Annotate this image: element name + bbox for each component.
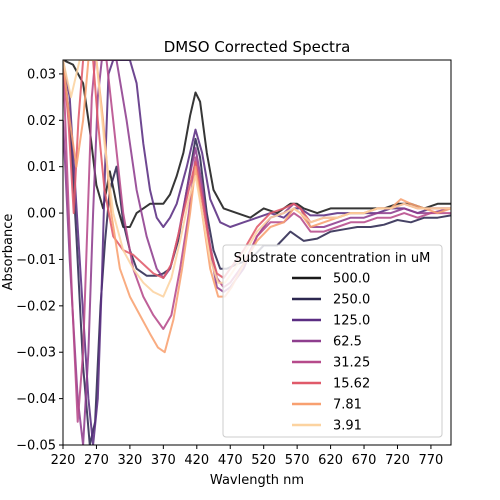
x-axis: 220 270 320 370 420 470 520 570 620 670 720 770 [51,445,444,468]
y-axis: −0.05 −0.04 −0.03 −0.02 −0.01 0.00 0.01 0.02 0.0… [16,67,63,454]
y-axis-label: Absorbance [1,214,16,291]
series-line-500.0 [63,60,451,228]
y-tick-label: 0.01 [27,160,56,175]
x-tick-label: 620 [318,453,343,468]
x-tick-label: 470 [218,453,243,468]
legend: Substrate concentration in uM 500.0 250.0… [222,244,443,438]
series-line-250.0 [63,60,451,445]
legend-label: 62.5 [333,335,362,350]
legend-title: Substrate concentration in uM [234,251,431,266]
x-tick-label: 270 [84,453,109,468]
legend-label: 31.25 [333,356,370,371]
x-tick-label: 770 [419,453,444,468]
legend-box [222,244,443,438]
legend-label: 125.0 [333,314,370,329]
legend-label: 500.0 [333,272,370,287]
y-tick-label: 0.03 [27,67,56,82]
x-tick-label: 220 [51,453,76,468]
y-tick-label: −0.04 [16,392,56,407]
x-tick-label: 420 [184,453,209,468]
x-tick-label: 570 [285,453,310,468]
legend-label: 15.62 [333,377,370,392]
y-tick-label: −0.05 [16,439,56,454]
x-tick-label: 370 [151,453,176,468]
chart-title: DMSO Corrected Spectra [164,38,351,56]
y-tick-label: −0.02 [16,299,56,314]
x-tick-label: 720 [385,453,410,468]
x-tick-label: 320 [117,453,142,468]
y-tick-label: −0.01 [16,253,56,268]
legend-label: 7.81 [333,398,362,413]
y-tick-label: 0.00 [27,207,56,222]
plot-frame [62,59,452,446]
x-axis-label: Wavlength nm [210,473,304,488]
series-lines [63,60,451,445]
y-tick-label: 0.02 [27,114,56,129]
x-tick-label: 670 [352,453,377,468]
x-tick-label: 520 [251,453,276,468]
legend-label: 3.91 [333,419,362,434]
legend-label: 250.0 [333,293,370,308]
y-tick-label: −0.03 [16,346,56,361]
